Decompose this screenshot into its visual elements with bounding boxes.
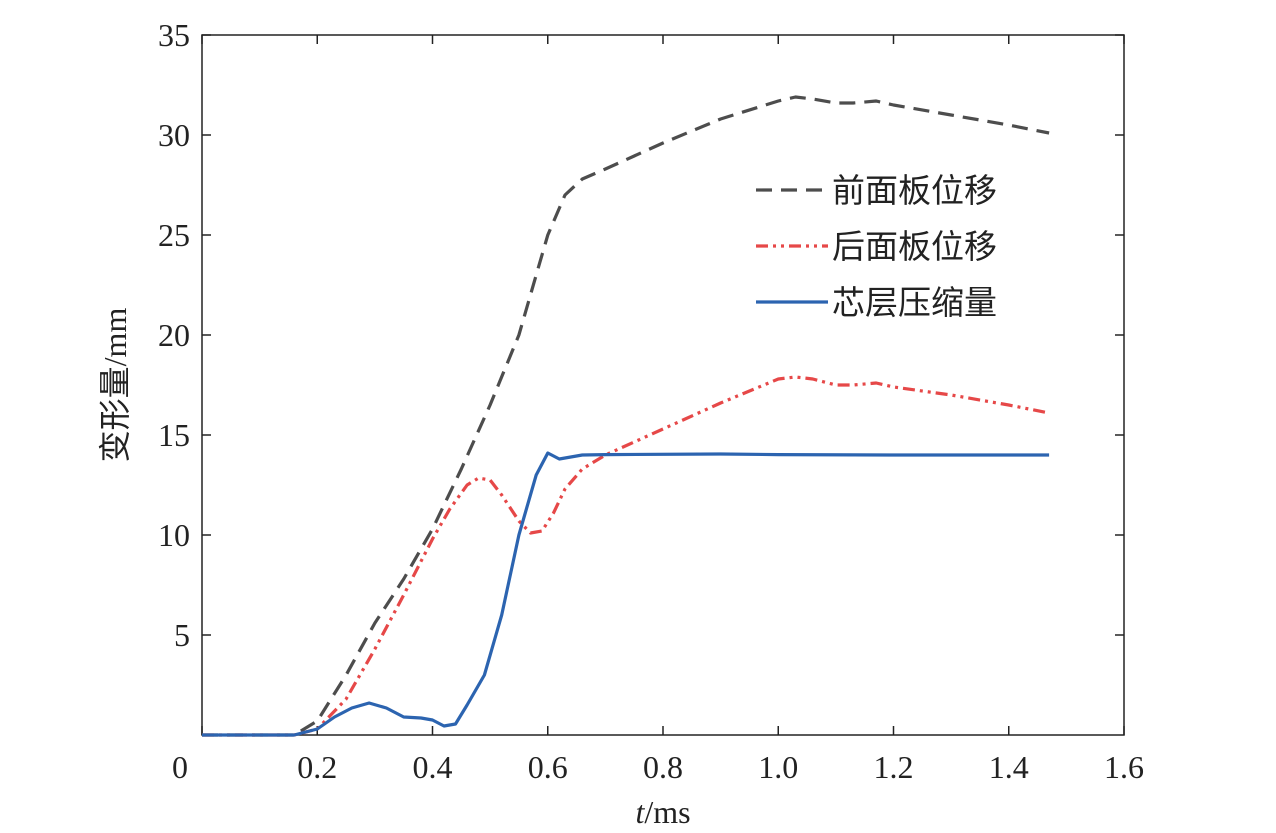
y-tick-label: 35 bbox=[158, 17, 190, 53]
y-tick-label: 20 bbox=[158, 317, 190, 353]
x-tick-label: 0.8 bbox=[643, 749, 683, 785]
series-line-2 bbox=[202, 451, 1050, 737]
plot-frame bbox=[201, 34, 1125, 736]
x-tick-label: 1.0 bbox=[758, 749, 798, 785]
series-line-1 bbox=[202, 375, 1050, 737]
x-tick-label: 0.2 bbox=[297, 749, 337, 785]
x-axis-title-unit: /ms bbox=[644, 794, 690, 830]
legend-label-0: 前面板位移 bbox=[832, 173, 997, 210]
x-tick-label: 1.6 bbox=[1104, 749, 1144, 785]
legend-label-1: 后面板位移 bbox=[832, 229, 997, 266]
series-lines bbox=[202, 95, 1050, 737]
legend-label-2: 芯层压缩量 bbox=[832, 285, 997, 322]
x-tick-label: 1.2 bbox=[874, 749, 914, 785]
x-axis-title-italic: t bbox=[635, 794, 645, 830]
x-tick-label: 1.4 bbox=[989, 749, 1029, 785]
x-tick-label: 0 bbox=[172, 749, 188, 785]
y-tick-label: 5 bbox=[174, 617, 190, 653]
axis-ticks bbox=[201, 34, 1125, 735]
tick-labels: 0 0.2 0.4 0.6 0.8 1.0 1.2 1.4 1.6 5 10 15 20 25 30 35 bbox=[158, 17, 1144, 785]
series-line-0 bbox=[202, 95, 1050, 737]
y-tick-label: 10 bbox=[158, 517, 190, 553]
y-tick-label: 15 bbox=[158, 417, 190, 453]
y-tick-label: 30 bbox=[158, 117, 190, 153]
x-tick-label: 0.6 bbox=[528, 749, 568, 785]
x-axis-title: t/ms bbox=[635, 794, 690, 830]
x-tick-label: 0.4 bbox=[413, 749, 453, 785]
y-axis-title: 变形量/mm bbox=[97, 308, 133, 463]
y-tick-label: 25 bbox=[158, 217, 190, 253]
